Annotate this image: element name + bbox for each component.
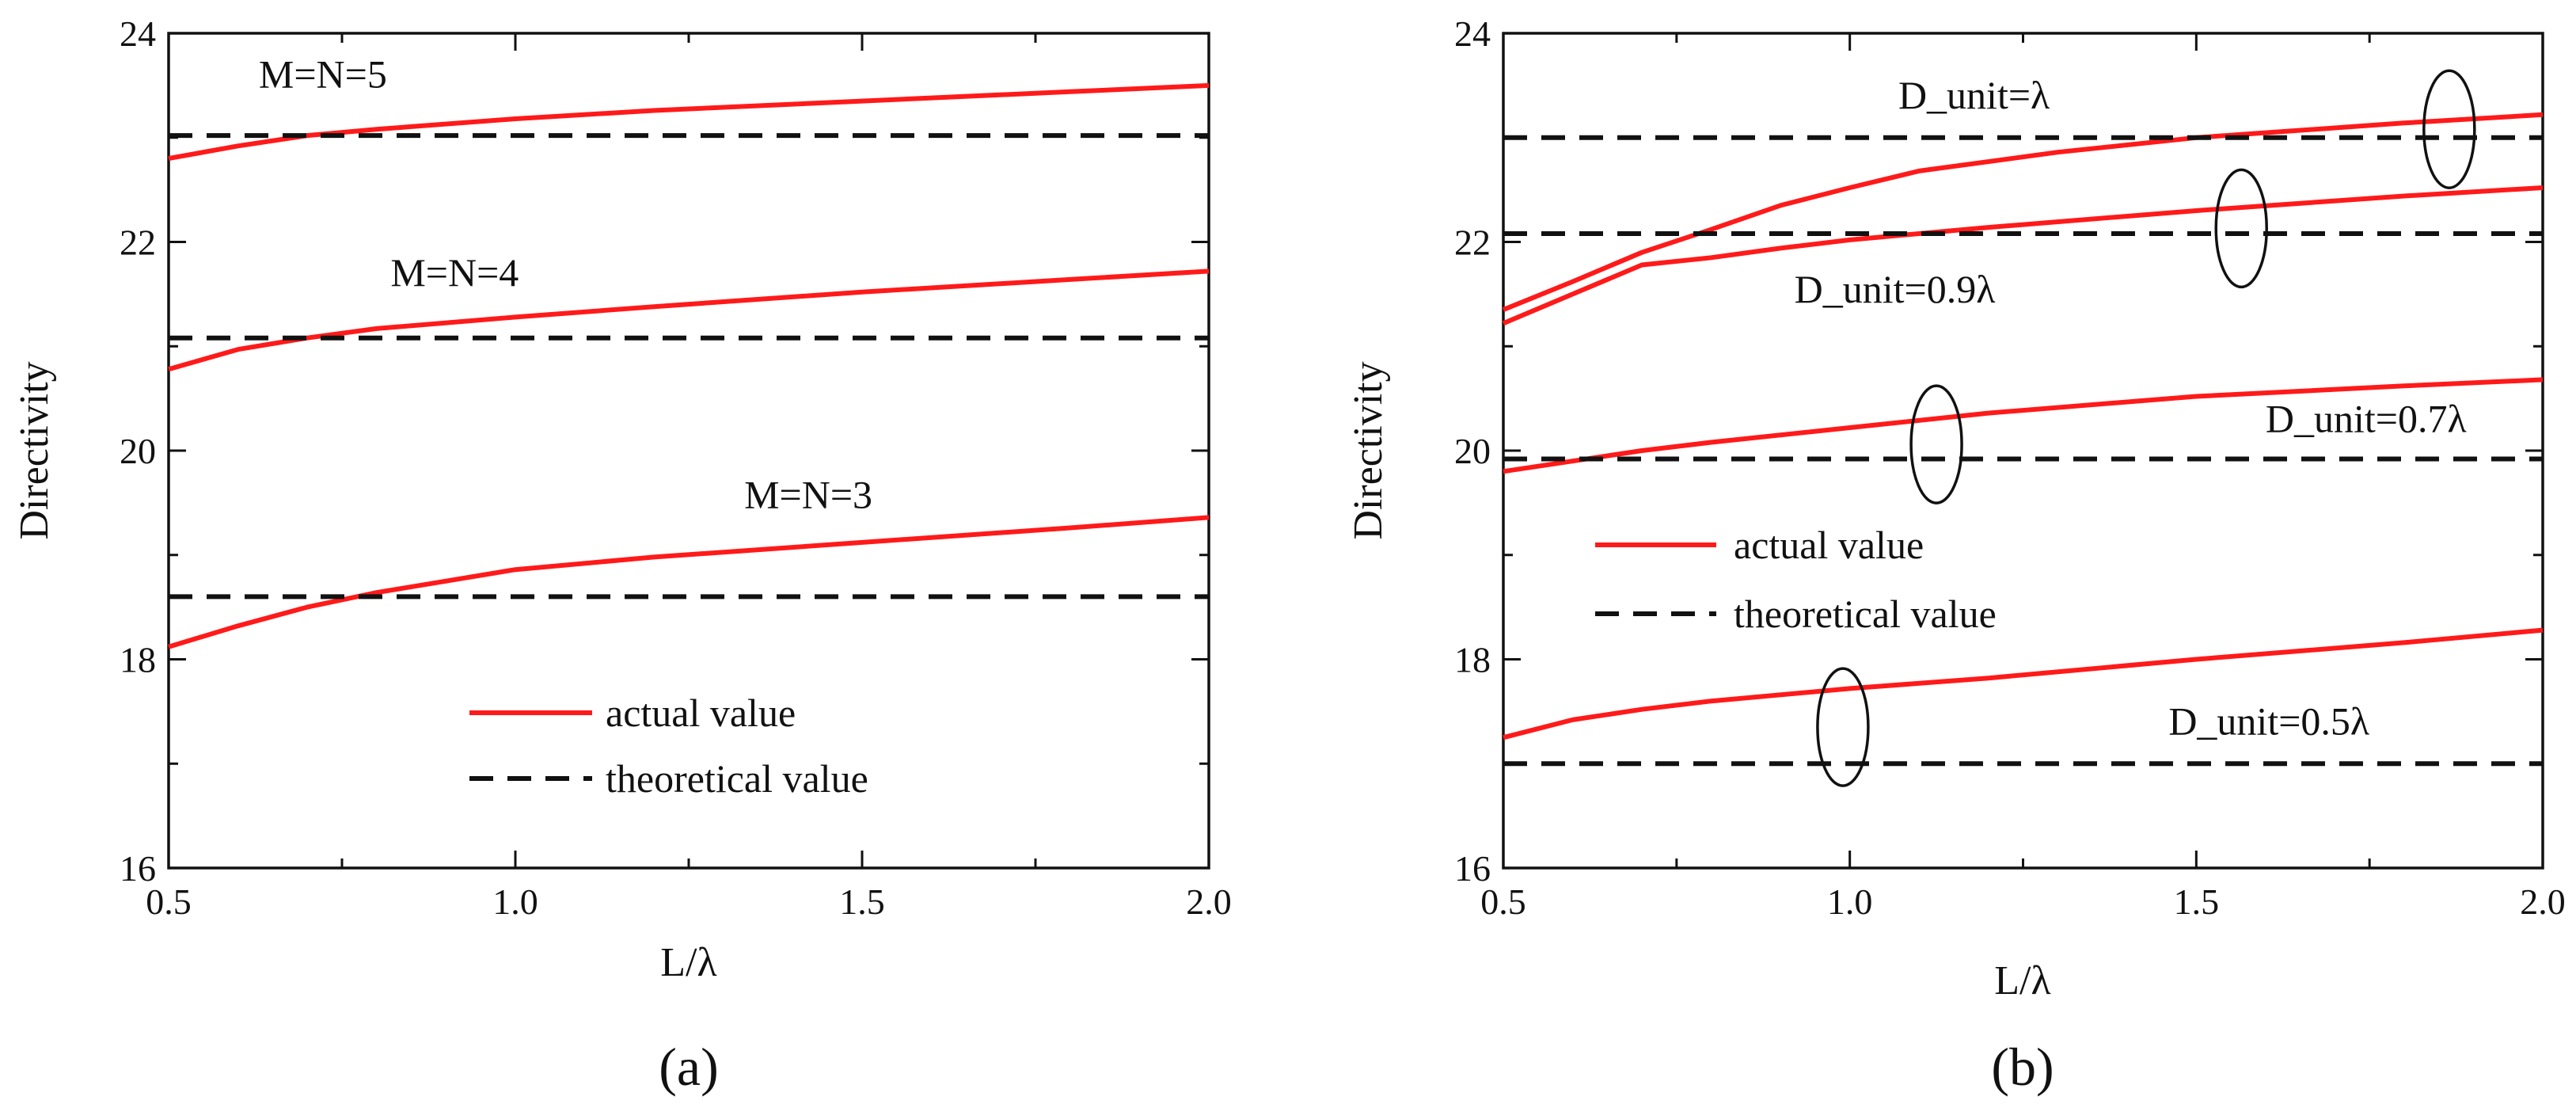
legend-label-actual-b: actual value <box>1734 523 1924 567</box>
y-tick-label-a: 24 <box>120 13 156 54</box>
x-tick-label-b: 1.5 <box>2174 881 2220 922</box>
y-axis-label-a: Directivity <box>12 361 57 539</box>
series-group-b <box>1502 112 2544 767</box>
y-tick-label-a: 22 <box>120 223 156 263</box>
ellipse-group-b <box>1816 69 2476 787</box>
annotation-b-3: D_unit=0.5λ <box>2168 699 2369 743</box>
legend-b: actual value theoretical value <box>1595 523 1997 636</box>
legend-label-theoretical-b: theoretical value <box>1734 592 1997 636</box>
y-tick-label-b: 20 <box>1454 431 1491 471</box>
y-tick-label-b: 24 <box>1454 13 1491 54</box>
annotation-a-2: M=N=3 <box>744 472 872 516</box>
x-tick-label-a: 1.5 <box>839 881 885 922</box>
y-axis-label-b: Directivity <box>1346 361 1391 539</box>
y-tick-label-b: 18 <box>1454 640 1491 680</box>
annotation-b-0: D_unit=λ <box>1898 73 2050 117</box>
series-group-a <box>168 82 1210 649</box>
caption-a: (a) <box>659 1037 718 1097</box>
x-tick-label-a: 1.0 <box>492 881 538 922</box>
annotation-b-1: D_unit=0.9λ <box>1795 267 1996 311</box>
y-tick-label-a: 18 <box>120 640 156 680</box>
ellipse-marker-2 <box>1909 384 1963 504</box>
x-tick-label-b: 2.0 <box>2520 881 2566 922</box>
x-tick-label-b: 1.0 <box>1827 881 1873 922</box>
chart-panel-b: 0.5 1.0 1.5 2.0 16 18 20 22 24 D_unit=λ D_unit=0.… <box>1346 13 2566 1097</box>
series-line-a-0 <box>168 82 1210 162</box>
x-tick-label-b: 0.5 <box>1480 881 1526 922</box>
series-line-a-4 <box>168 515 1210 649</box>
x-tick-label-a: 0.5 <box>146 881 192 922</box>
tick-group-b: 0.5 1.0 1.5 2.0 16 18 20 22 24 <box>1454 13 2566 922</box>
legend-a: actual value theoretical value <box>469 691 868 801</box>
ellipse-marker-3 <box>1816 667 1870 787</box>
x-axis-label-b: L/λ <box>1994 958 2050 1003</box>
annotation-group-a: M=N=5 M=N=4 M=N=3 <box>259 52 872 517</box>
chart-panel-a: 0.5 1.0 1.5 2.0 16 18 20 22 24 M=N=5 M=N=4 M=N=3 L… <box>12 13 1232 1097</box>
ellipse-marker-0 <box>2422 69 2476 189</box>
y-tick-label-a: 16 <box>120 848 156 889</box>
annotation-a-1: M=N=4 <box>390 250 519 295</box>
series-line-b-0 <box>1502 112 2544 312</box>
y-tick-label-a: 20 <box>120 431 156 471</box>
series-line-b-2 <box>1502 185 2544 326</box>
annotation-b-2: D_unit=0.7λ <box>2266 396 2467 440</box>
x-axis-label-a: L/λ <box>660 940 716 985</box>
series-line-a-2 <box>168 268 1210 372</box>
series-line-b-6 <box>1503 627 2544 740</box>
annotation-group-b: D_unit=λ D_unit=0.9λ D_unit=0.7λ D_unit=0.5… <box>1795 73 2467 743</box>
y-tick-label-b: 22 <box>1454 223 1491 263</box>
tick-group-a: 0.5 1.0 1.5 2.0 16 18 20 22 24 <box>120 13 1232 922</box>
ellipse-marker-1 <box>2214 168 2268 289</box>
legend-label-actual-a: actual value <box>606 691 796 735</box>
legend-label-theoretical-a: theoretical value <box>606 756 868 801</box>
caption-b: (b) <box>1991 1037 2054 1097</box>
y-tick-label-b: 16 <box>1454 848 1491 889</box>
x-tick-label-a: 2.0 <box>1186 881 1232 922</box>
annotation-a-0: M=N=5 <box>259 52 387 97</box>
